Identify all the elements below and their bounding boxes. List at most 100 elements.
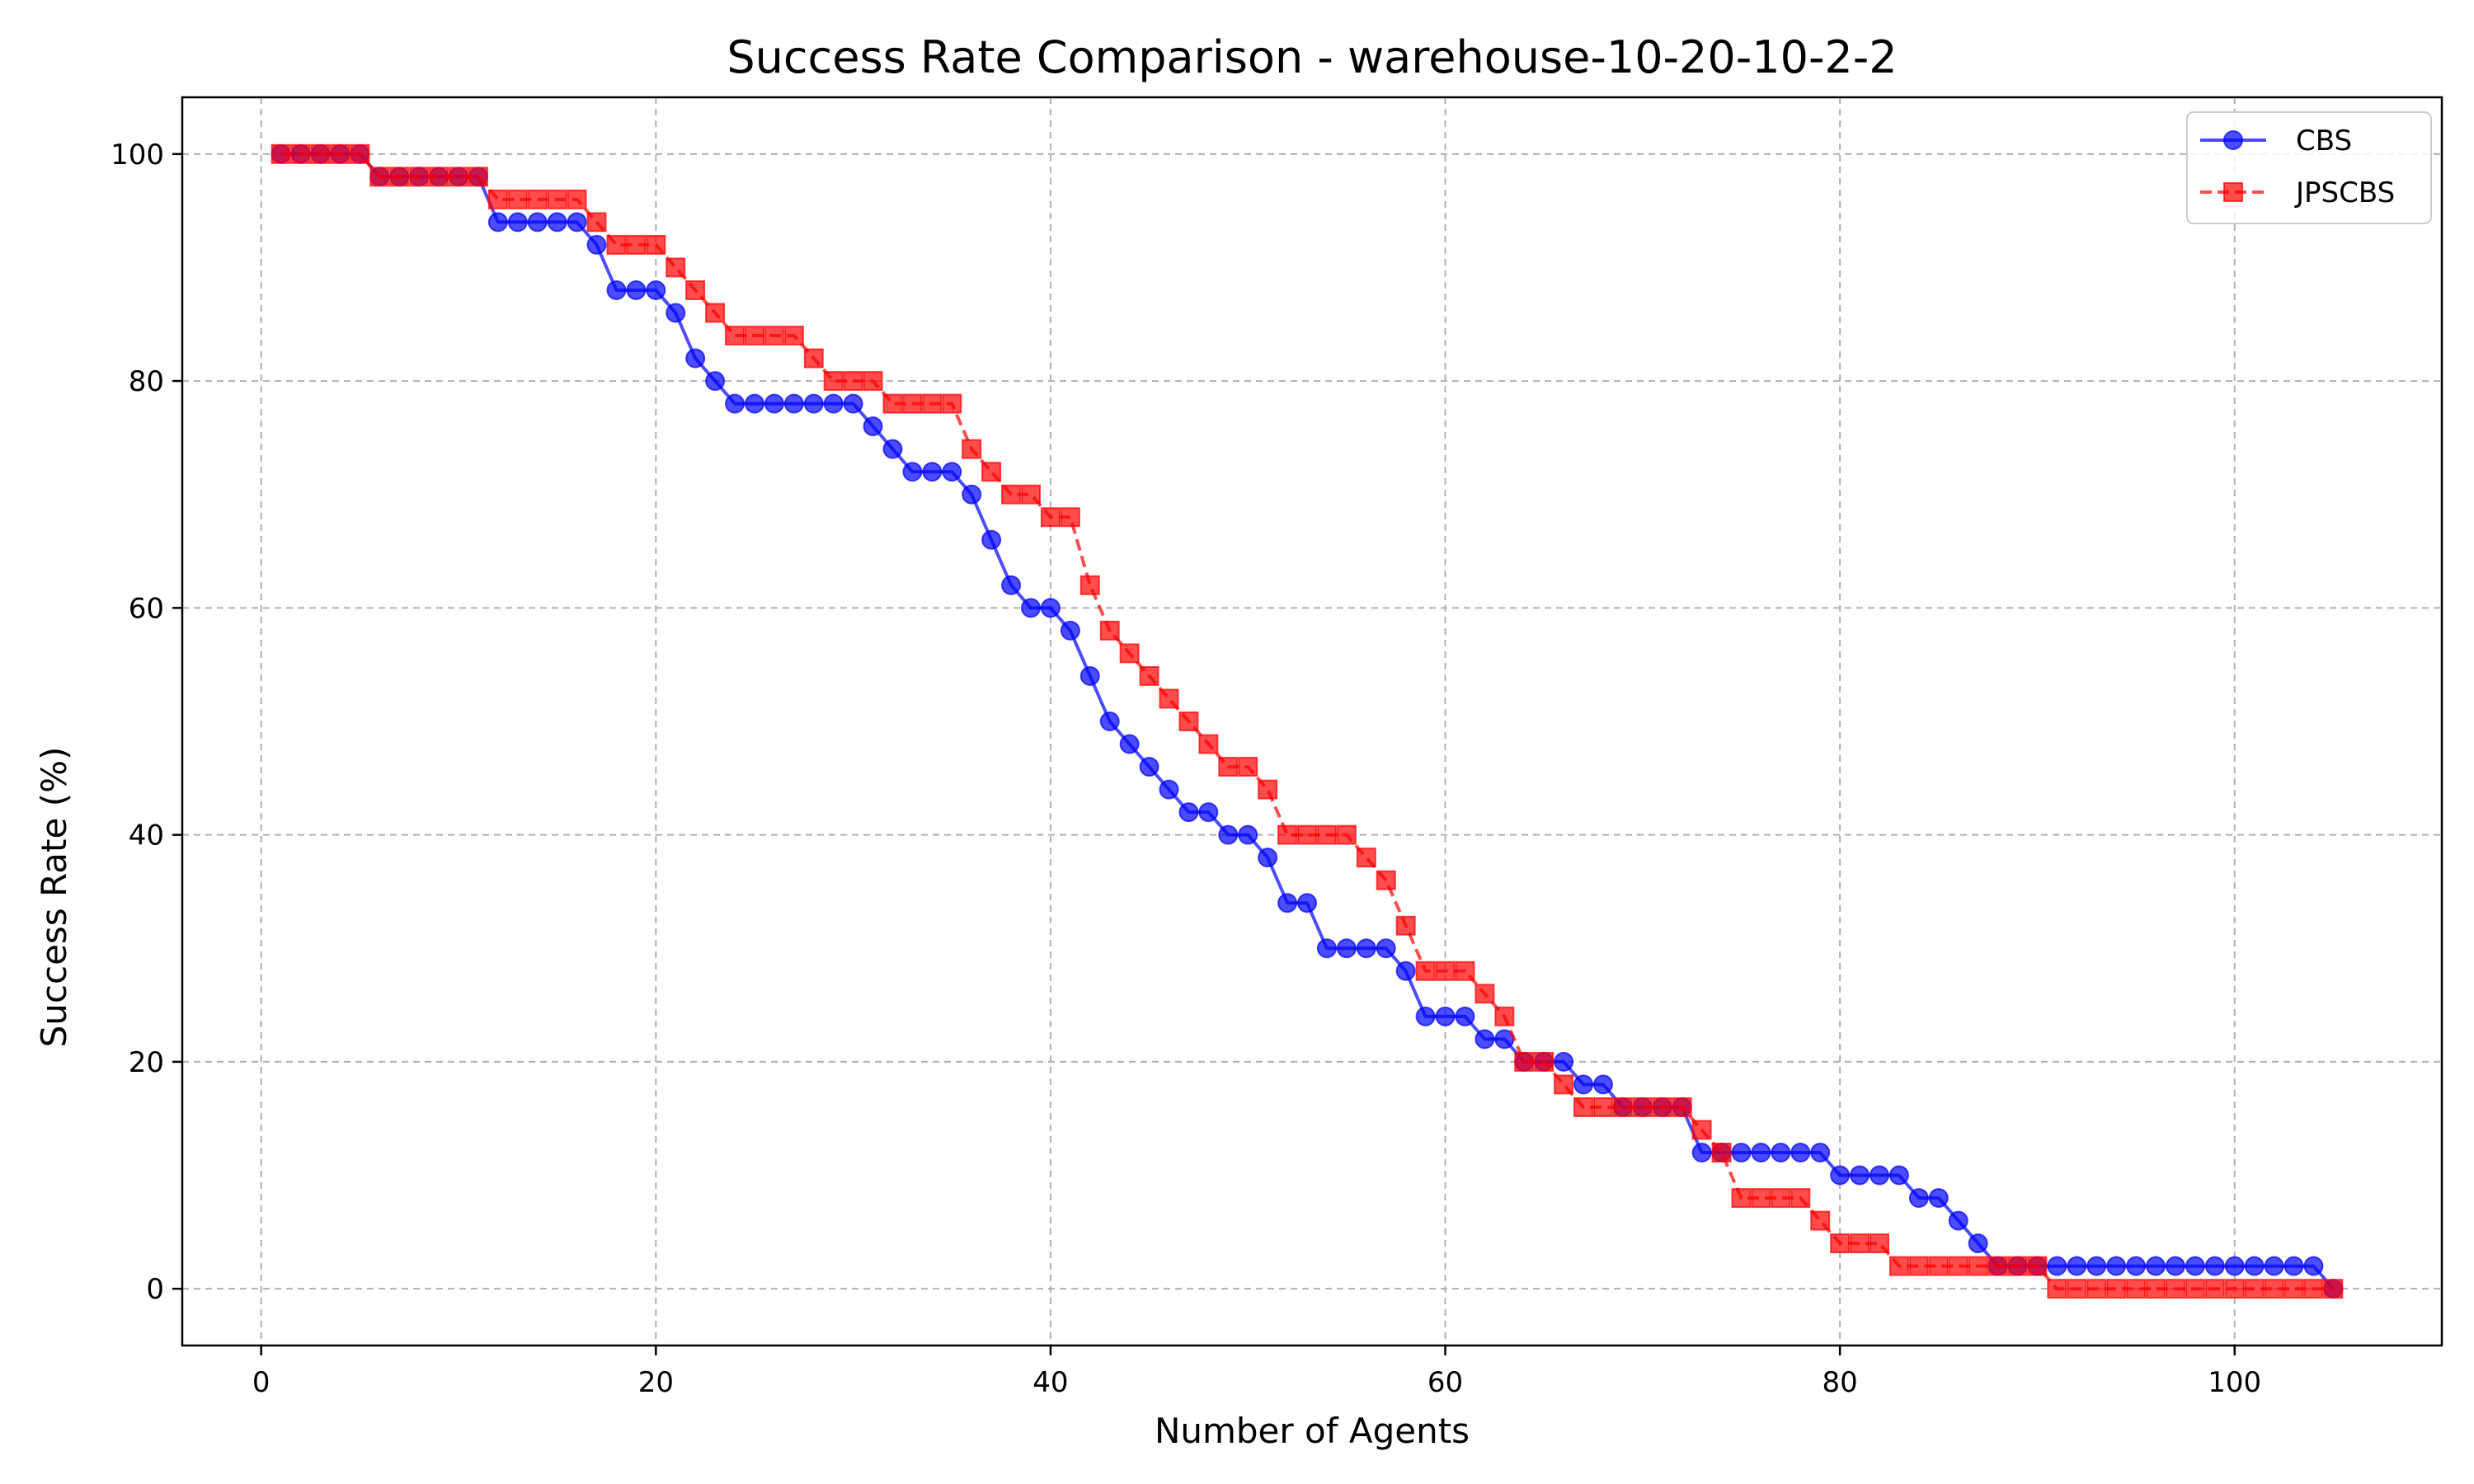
data-point-jpscbs [2264,1279,2284,1299]
data-point-jpscbs [1020,484,1041,505]
data-point-cbs [1277,893,1298,913]
y-tick-label: 20 [129,1046,164,1079]
data-point-cbs [1415,1006,1436,1026]
data-point-cbs [487,212,508,232]
data-point-cbs [1297,893,1318,913]
data-point-cbs [1099,711,1120,731]
data-point-jpscbs [685,279,706,300]
data-point-jpscbs [1652,1097,1672,1117]
data-point-cbs [1869,1165,1889,1186]
data-point-jpscbs [2146,1279,2166,1299]
data-point-cbs [823,393,844,414]
data-point-cbs [744,393,764,414]
legend: CBS JPSCBS [2186,111,2432,224]
data-point-jpscbs [1277,824,1298,845]
data-point-jpscbs [2303,1279,2324,1299]
data-point-jpscbs [2204,1279,2225,1299]
data-point-cbs [2284,1256,2304,1276]
data-point-jpscbs [1790,1188,1811,1209]
legend-marker-jpscbs [2223,182,2243,202]
data-point-jpscbs [1001,484,1022,505]
data-point-jpscbs [1218,757,1239,777]
x-axis-ticks: 0 20 40 60 80 100 [252,1345,2261,1399]
data-point-jpscbs [1869,1233,1889,1254]
data-point-jpscbs [409,167,430,187]
data-point-jpscbs [1908,1256,1929,1276]
data-point-cbs [1218,824,1239,845]
data-point-jpscbs [310,143,331,164]
data-point-cbs [1258,848,1278,868]
legend-marker-cbs [2223,130,2243,150]
data-point-jpscbs [646,234,666,255]
data-point-jpscbs [1573,1097,1594,1117]
data-point-jpscbs [1554,1074,1574,1095]
y-tick-label: 0 [146,1273,164,1306]
data-point-cbs [2086,1256,2107,1276]
data-point-cbs [606,279,627,300]
data-point-cbs [1475,1029,1495,1050]
data-point-cbs [705,371,726,392]
data-point-cbs [1810,1143,1831,1163]
data-point-jpscbs [290,143,311,164]
legend-label-jpscbs: JPSCBS [2294,176,2395,209]
y-tick-label: 60 [129,592,164,625]
data-point-cbs [1178,802,1199,823]
data-point-jpscbs [863,371,883,392]
data-point-jpscbs [1691,1120,1712,1140]
data-point-jpscbs [1238,757,1258,777]
data-point-jpscbs [1711,1143,1732,1163]
data-point-jpscbs [606,234,627,255]
data-point-jpscbs [1494,1006,1515,1026]
data-point-cbs [2047,1256,2067,1276]
y-tick-label: 100 [111,139,164,171]
data-point-cbs [1336,938,1357,959]
data-point-jpscbs [1316,824,1337,845]
data-point-jpscbs [429,167,449,187]
data-point-jpscbs [1119,643,1140,664]
data-point-jpscbs [1534,1051,1554,1072]
data-point-cbs [843,393,863,414]
data-point-jpscbs [1395,915,1416,936]
data-point-jpscbs [803,348,824,369]
y-axis-label: Success Rate (%) [34,747,74,1048]
data-point-cbs [2264,1256,2284,1276]
data-point-jpscbs [2067,1279,2087,1299]
data-point-jpscbs [843,371,863,392]
data-point-jpscbs [1968,1256,1988,1276]
data-point-jpscbs [527,189,548,209]
data-point-cbs [2146,1256,2166,1276]
x-tick-label: 20 [638,1366,674,1399]
data-point-cbs [922,462,943,482]
data-point-cbs [646,279,666,300]
data-point-cbs [1455,1006,1475,1026]
data-point-jpscbs [666,257,686,278]
data-point-cbs [1850,1165,1870,1186]
data-point-jpscbs [468,167,488,187]
data-point-jpscbs [1592,1097,1613,1117]
data-point-cbs [1020,598,1041,618]
data-point-jpscbs [487,189,508,209]
data-point-cbs [2067,1256,2087,1276]
y-tick-label: 80 [129,365,164,398]
data-point-jpscbs [1672,1097,1692,1117]
x-tick-label: 40 [1032,1366,1068,1399]
data-point-jpscbs [1632,1097,1653,1117]
data-point-cbs [507,212,528,232]
x-tick-label: 60 [1427,1366,1463,1399]
data-point-jpscbs [1850,1233,1870,1254]
data-point-jpscbs [567,189,587,209]
data-point-cbs [2204,1256,2225,1276]
data-point-cbs [1001,575,1022,595]
series-jpscbs [270,143,2344,1299]
x-tick-label: 0 [252,1366,270,1399]
data-point-jpscbs [882,393,903,414]
data-point-cbs [567,212,587,232]
data-point-cbs [1040,598,1061,618]
data-point-cbs [2126,1256,2147,1276]
data-point-jpscbs [1435,960,1456,981]
data-point-jpscbs [1612,1097,1633,1117]
y-tick-label: 40 [129,819,164,852]
data-point-cbs [962,484,982,505]
data-point-jpscbs [270,143,291,164]
